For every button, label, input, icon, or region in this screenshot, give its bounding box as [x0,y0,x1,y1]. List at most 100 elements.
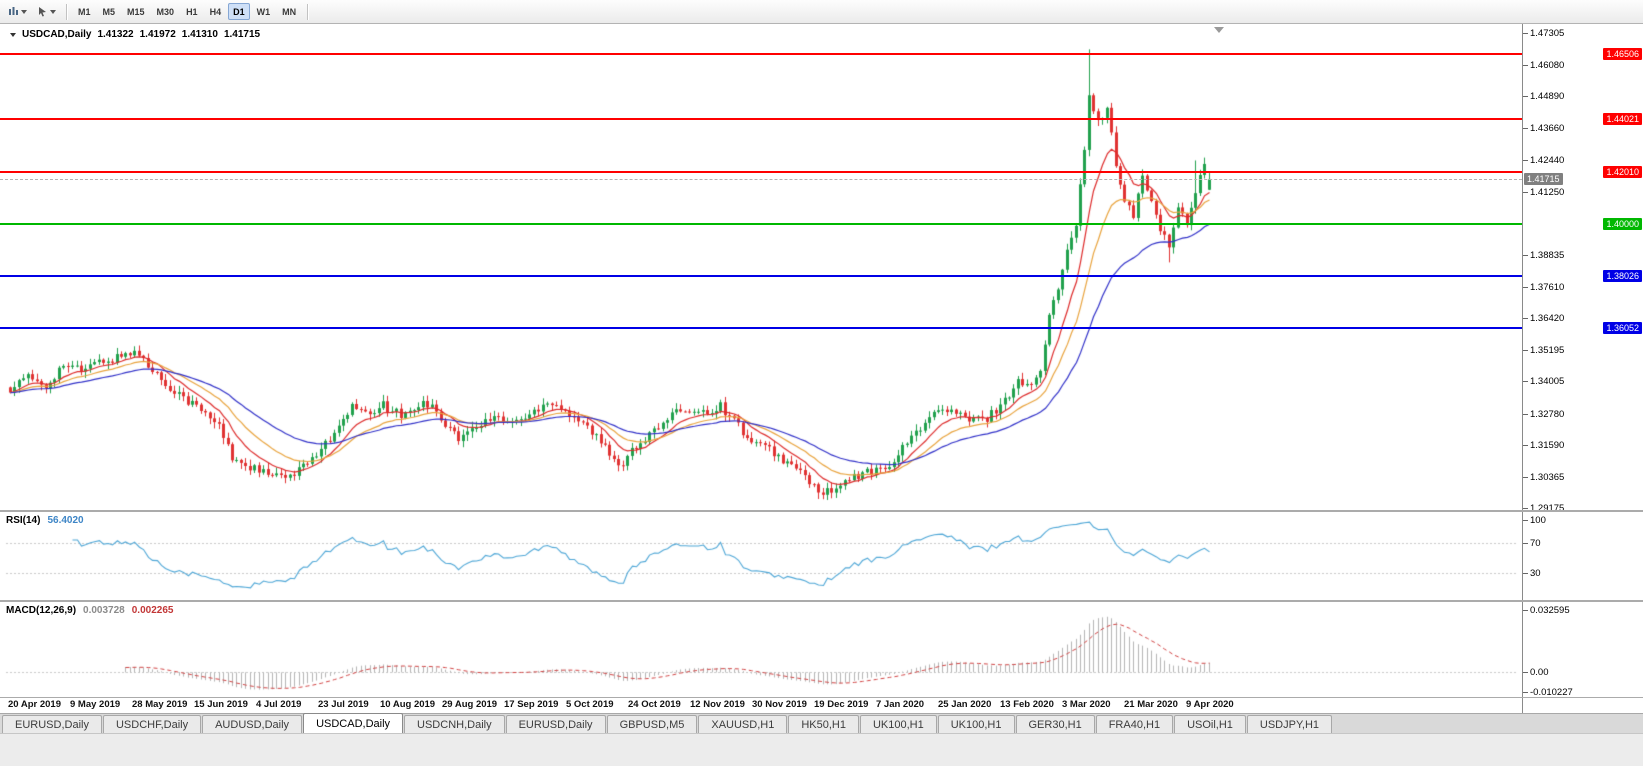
price-tick-label: 1.34005 [1522,376,1565,388]
price-tick-label: 1.32780 [1522,408,1565,420]
price-tick-label: 1.37610 [1522,282,1565,293]
date-label: 20 Apr 2019 [8,699,61,710]
price-chart-canvas[interactable] [0,24,1522,510]
price-tick-label: 1.36420 [1522,313,1565,325]
toolbar-separator [66,3,67,20]
price-tick-label: 1.46080 [1522,60,1565,72]
level-price-tag: 1.46506 [1603,47,1642,60]
price-tick-label: 1.42440 [1522,155,1565,167]
date-axis[interactable]: 20 Apr 2019 9 May 2019 28 May 2019 15 Jun 2… [0,698,1522,713]
ohlc-open: 1.41322 [97,29,134,40]
date-label: 17 Sep 2019 [504,699,559,710]
chart-tab-hk50-h1[interactable]: HK50,H1 [788,715,859,733]
caret-down-icon [50,9,56,14]
status-area [0,733,1643,766]
date-label: 19 Dec 2019 [814,699,869,710]
date-label: 29 Aug 2019 [442,699,498,710]
chart-tabs-bar: EURUSD,Daily USDCHF,Daily AUDUSD,Daily USDC… [0,713,1643,733]
chart-tab-ger30-h1[interactable]: GER30,H1 [1015,715,1095,733]
date-label: 12 Nov 2019 [690,699,745,710]
top-toolbar: M1 M5 M15 M30 H1 H4 D1 W1 MN [0,0,1643,24]
macd-header: MACD(12,26,9) 0.003728 0.002265 [6,605,173,616]
cursor-tool-icon[interactable] [33,3,60,21]
date-label: 23 Jul 2019 [318,699,369,710]
price-tick-label: 1.38835 [1522,249,1565,261]
chart-title: USDCAD,Daily 1.41322 1.41972 1.41310 1.4… [8,29,260,40]
chart-tab-fra40-h1[interactable]: FRA40,H1 [1095,715,1174,733]
timeframe-button-mn[interactable]: MN [282,6,297,17]
level-line-1.36052[interactable] [0,326,1522,329]
timeframe-button-m30[interactable]: M30 [156,6,175,17]
level-line-1.46506[interactable] [0,52,1522,55]
chart-shift-marker[interactable] [1214,27,1224,33]
date-label: 3 Mar 2020 [1062,699,1111,710]
macd-main-value: 0.003728 [83,605,125,616]
date-label: 7 Jan 2020 [876,699,925,710]
caret-down-icon [21,9,27,14]
level-line-1.40000[interactable] [0,223,1522,226]
chart-tab-eurusd-daily[interactable]: EURUSD,Daily [505,715,606,733]
chart-tab-usdcnh-daily[interactable]: USDCNH,Daily [404,715,505,733]
level-price-tag: 1.42010 [1603,165,1642,178]
chart-tab-usdjpy-h1[interactable]: USDJPY,H1 [1246,715,1333,733]
toolbar-separator [307,3,309,20]
timeframe-button-h1[interactable]: H1 [186,6,198,17]
ohlc-low: 1.41310 [181,29,218,40]
macd-axis: 0.032595 0.00 -0.010227 [1523,602,1643,698]
chart-tab-usdchf-daily[interactable]: USDCHF,Daily [102,715,202,733]
timeframe-button-h4[interactable]: H4 [209,6,222,17]
macd-label: MACD(12,26,9) [6,605,77,616]
price-tick-label: 1.41250 [1522,186,1565,198]
date-label: 25 Jan 2020 [938,699,992,710]
panel-splitter[interactable] [0,510,1643,512]
date-label: 4 Jul 2019 [256,699,302,710]
rsi-canvas[interactable] [0,512,1522,600]
chart-tab-audusd-daily[interactable]: AUDUSD,Daily [202,715,303,733]
timeframe-button-d1[interactable]: D1 [228,3,250,20]
level-price-tag: 1.44021 [1603,113,1642,126]
macd-axis-label: -0.010227 [1523,687,1573,698]
level-line-1.44021[interactable] [0,118,1522,121]
date-label: 9 Apr 2020 [1186,699,1234,710]
level-price-tag: 1.36052 [1603,321,1642,334]
level-line-1.42010[interactable] [0,170,1522,173]
timeframe-button-w1[interactable]: W1 [256,6,271,17]
macd-canvas[interactable] [0,602,1522,697]
axis-separator-line [1522,24,1523,713]
symbol-dropdown-icon [10,32,16,37]
timeframe-button-m15[interactable]: M15 [127,6,145,17]
timeframe-button-m1[interactable]: M1 [78,6,91,17]
chart-tab-uk100-h1[interactable]: UK100,H1 [859,715,937,733]
current-price-tag: 1.41715 [1524,173,1563,186]
panel-splitter [0,697,1643,698]
price-tick-label: 1.35195 [1522,345,1565,357]
chart-tab-uk100-h1[interactable]: UK100,H1 [937,715,1015,733]
chart-tab-usdcad-daily[interactable]: USDCAD,Daily [303,713,404,733]
chart-tab-eurusd-daily[interactable]: EURUSD,Daily [2,715,102,733]
rsi-axis-label: 70 [1523,537,1541,549]
bar-chart-glyph [9,7,18,15]
rsi-axis: 100 70 30 [1523,512,1643,600]
rsi-axis-label: 100 [1523,515,1546,526]
chart-tab-xauusd-h1[interactable]: XAUUSD,H1 [698,715,788,733]
date-label: 10 Aug 2019 [380,699,436,710]
macd-panel: MACD(12,26,9) 0.003728 0.002265 0.032595… [0,602,1643,698]
panel-splitter[interactable] [0,600,1643,602]
level-line-1.38026[interactable] [0,275,1522,278]
chart-tab-gbpusd-m5[interactable]: GBPUSD,M5 [606,715,698,733]
price-tick-label: 1.44890 [1522,91,1565,103]
macd-axis-label: 0.032595 [1523,605,1570,616]
chart-symbol: USDCAD,Daily [22,29,92,40]
date-label: 24 Oct 2019 [628,699,681,710]
price-tick-label: 1.30365 [1522,471,1565,483]
chart-tab-usoil-h1[interactable]: USOil,H1 [1174,715,1246,733]
rsi-header: RSI(14) 56.4020 [6,515,84,526]
date-label: 9 May 2019 [70,699,121,710]
timeframe-button-m5[interactable]: M5 [102,6,116,17]
rsi-label: RSI(14) [6,515,41,526]
price-axis[interactable]: 1.47305 1.46080 1.44890 1.43660 1.42440 1.412… [1522,24,1643,514]
date-label: 28 May 2019 [132,699,188,710]
timeframe-buttons: M1 M5 M15 M30 H1 H4 D1 W1 MN [72,3,302,20]
chart-type-icon[interactable] [4,3,31,21]
